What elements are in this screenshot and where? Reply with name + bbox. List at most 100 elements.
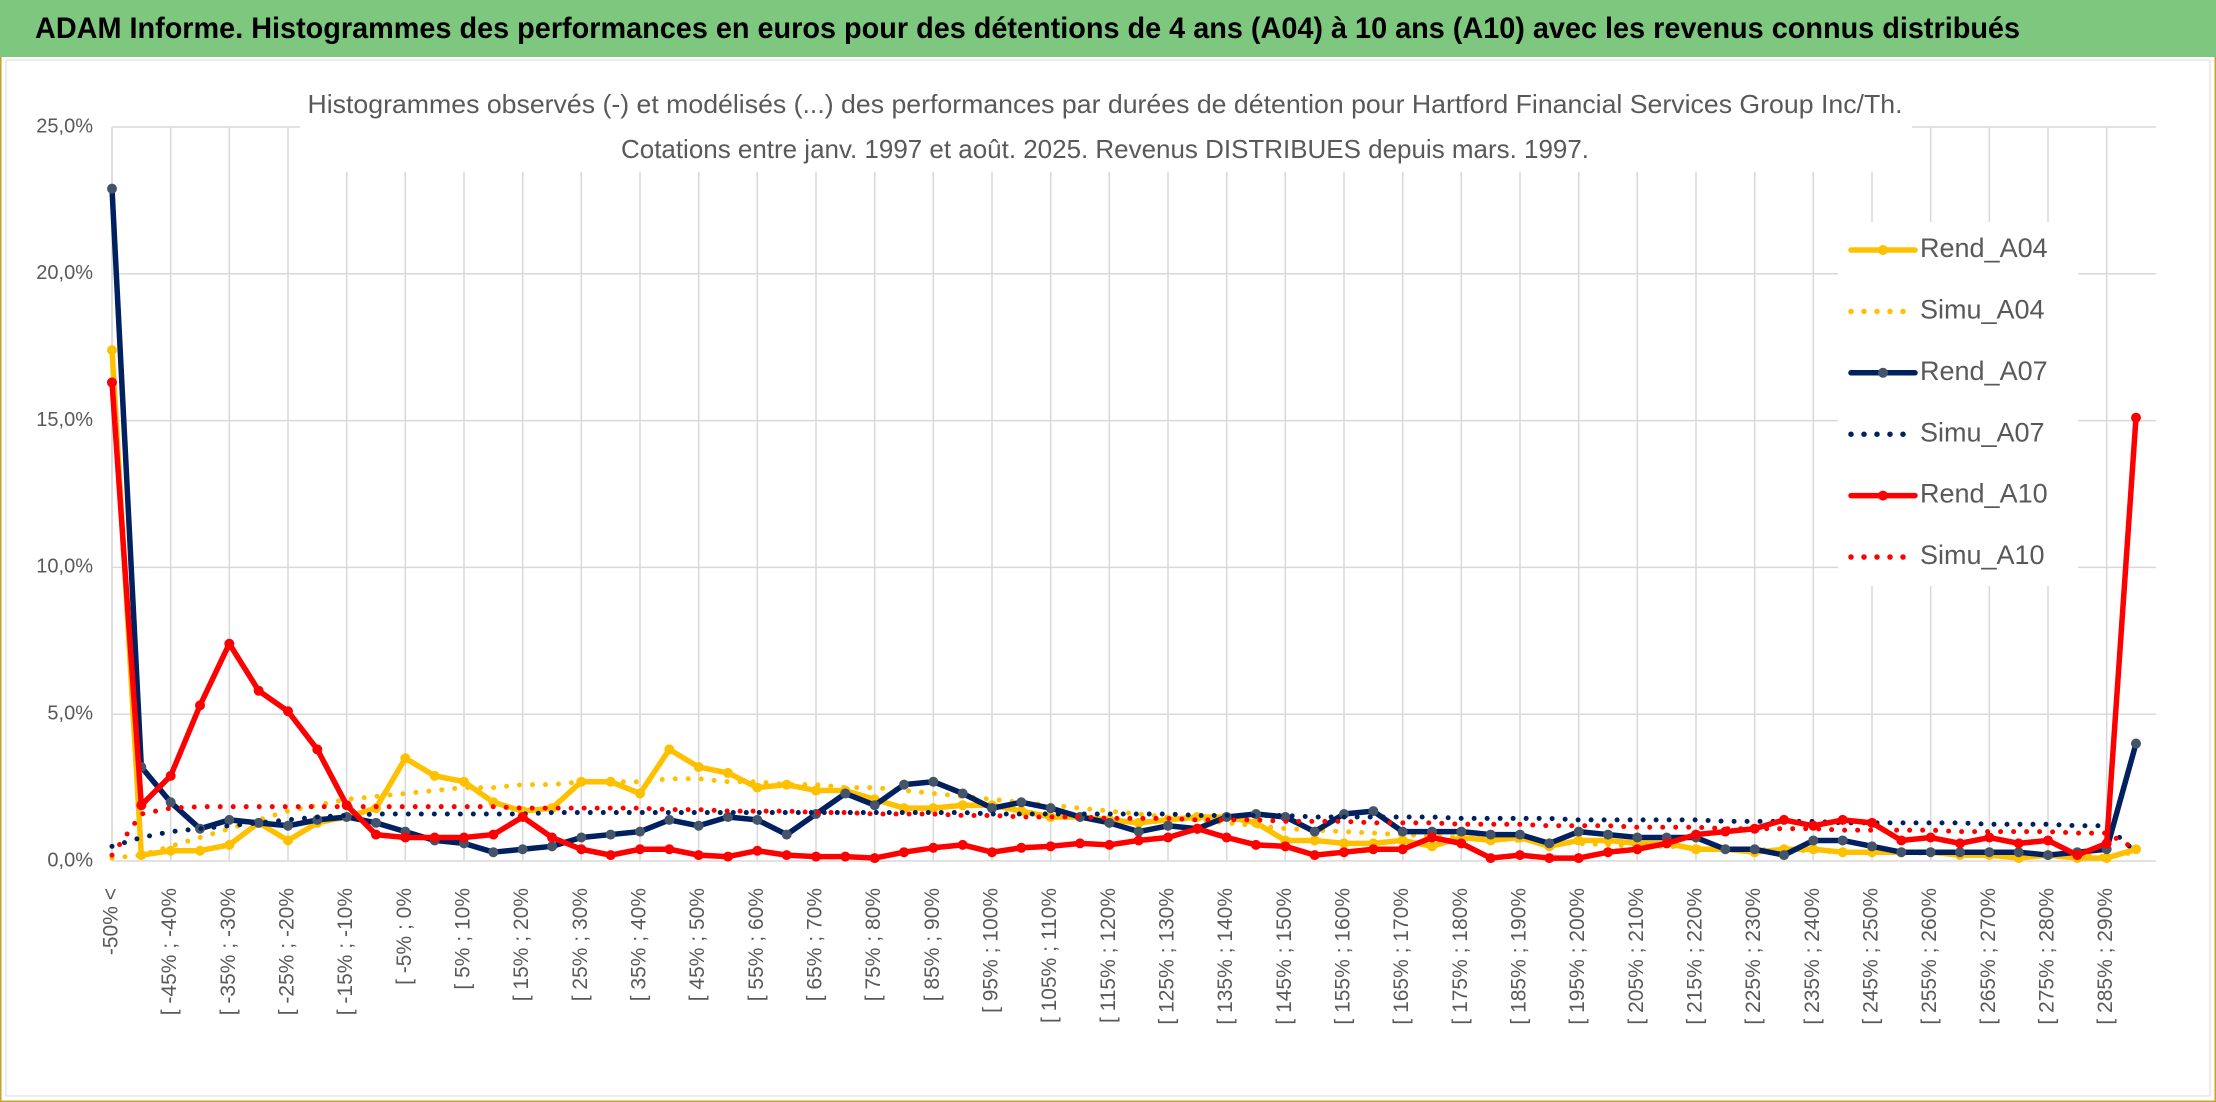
legend: Rend_A04 Simu_A04 Rend_A07 Simu_A07 Rend_A10… [1838, 222, 2078, 586]
series-marker [371, 817, 381, 828]
x-tick-label: [ 95% ; 100% [980, 888, 1003, 1013]
series-marker [1955, 838, 1965, 849]
series-marker [635, 844, 645, 855]
plot [107, 183, 2141, 864]
x-tick-label: [ 65% ; 70% [804, 888, 827, 1001]
series-marker [165, 845, 176, 856]
series-marker [459, 776, 469, 787]
x-tick-label: [ 85% ; 90% [921, 888, 944, 1001]
series-marker [224, 839, 235, 850]
x-tick-label: [ 165% ; 170% [1390, 888, 1413, 1025]
x-tick-label: [ -25% ; -20% [276, 888, 299, 1015]
series-marker [1104, 817, 1115, 828]
series-marker [1397, 844, 1408, 855]
x-tick-label: [ -45% ; -40% [158, 888, 181, 1015]
x-tick-label: [ 115% ; 120% [1097, 888, 1120, 1023]
y-tick-label: 0,0% [47, 849, 93, 871]
series-marker [693, 762, 704, 773]
x-tick-label: [ 275% ; 280% [2036, 888, 2059, 1025]
series-marker [781, 850, 792, 861]
series-marker [2131, 412, 2141, 423]
series-marker [928, 803, 939, 814]
series-marker [2043, 850, 2053, 861]
x-tick-label: [ 185% ; 190% [1508, 888, 1531, 1025]
x-tick-label: [ 155% ; 160% [1332, 888, 1355, 1025]
series-marker [165, 770, 176, 781]
series-marker [752, 814, 763, 825]
series-marker [1427, 832, 1437, 843]
x-tick-label: [ 175% ; 180% [1449, 888, 1472, 1025]
legend-marker [1878, 490, 1888, 501]
series-marker [840, 851, 851, 862]
series-line [109, 185, 2139, 858]
series-marker [195, 845, 205, 856]
series-marker [517, 844, 528, 855]
series-marker [1808, 835, 1819, 846]
series-marker [1515, 829, 1525, 840]
series-marker [1163, 832, 1173, 843]
series-marker [1632, 832, 1643, 843]
series-marker [107, 377, 117, 388]
series-marker [224, 814, 235, 825]
series-marker [1720, 844, 1731, 855]
y-tick-label: 15,0% [36, 409, 93, 431]
series-marker [253, 685, 264, 696]
series-marker [928, 776, 939, 787]
series-marker [2101, 838, 2112, 849]
series-marker [1544, 838, 1555, 849]
series-marker [1867, 841, 1877, 852]
series-marker [752, 845, 763, 856]
series-marker [576, 776, 587, 787]
series-marker [253, 817, 264, 828]
series-marker [1133, 826, 1144, 837]
x-tick-label: [ 75% ; 80% [862, 888, 885, 1001]
series-marker [1280, 841, 1291, 852]
series-marker [1397, 826, 1408, 837]
legend-label: Simu_A04 [1920, 295, 2045, 325]
series-marker [1133, 817, 1144, 828]
series-marker [781, 779, 792, 790]
series-marker [1603, 829, 1613, 840]
series-marker [1016, 842, 1027, 853]
series-marker [283, 835, 293, 846]
series-marker [635, 788, 645, 799]
series-marker [1104, 839, 1115, 850]
series-marker [1896, 835, 1907, 846]
x-tick-label: [ 5% ; 10% [452, 888, 475, 990]
series-marker [429, 770, 440, 781]
series-marker [811, 851, 821, 862]
legend-marker [1878, 245, 1888, 255]
series-marker [664, 744, 675, 755]
series-marker [1749, 844, 1760, 855]
series-marker [136, 800, 147, 811]
x-tick-label: [ 15% ; 20% [510, 888, 533, 1001]
legend-label: Simu_A10 [1920, 540, 2045, 570]
series-marker [1456, 838, 1467, 849]
series-marker [459, 832, 469, 843]
series-marker [1427, 841, 1437, 852]
series-marker [957, 788, 968, 799]
series-marker [2072, 850, 2083, 861]
x-tick-label: [ 35% ; 40% [628, 888, 651, 1001]
series-marker [664, 814, 675, 825]
x-tick-label: [ 145% ; 150% [1273, 888, 1296, 1025]
series-marker [1368, 806, 1379, 817]
y-tick-label: 25,0% [36, 115, 93, 137]
series-marker [1984, 832, 1995, 843]
x-tick-label: [ 255% ; 260% [1918, 888, 1941, 1025]
series-marker [811, 785, 821, 796]
series-marker [2131, 738, 2141, 749]
x-tick-label: [ 55% ; 60% [745, 888, 768, 1001]
series-marker [1163, 820, 1173, 831]
series-marker [2043, 835, 2053, 846]
x-tick-label: [ 245% ; 250% [1860, 888, 1883, 1025]
series-marker [107, 183, 117, 194]
series-marker [1867, 817, 1877, 828]
series-marker [1339, 847, 1349, 858]
grid [111, 126, 2156, 862]
series-marker [400, 832, 411, 843]
series-marker [752, 782, 763, 793]
y-tick-label: 10,0% [36, 556, 93, 578]
series-marker [488, 797, 499, 808]
series-marker [693, 850, 704, 861]
